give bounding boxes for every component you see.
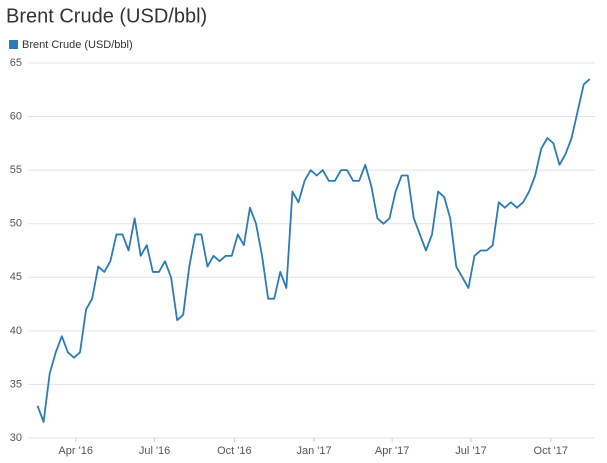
x-tick-label: Oct '16 — [217, 445, 252, 457]
legend-swatch — [9, 40, 18, 49]
y-tick-label: 55 — [10, 164, 22, 176]
y-tick-label: 50 — [10, 218, 22, 230]
x-tick-label: Jul '17 — [455, 445, 486, 457]
chart-title: Brent Crude (USD/bbl) — [6, 5, 207, 27]
x-tick-label: Apr '16 — [58, 445, 93, 457]
y-tick-label: 60 — [10, 110, 22, 122]
y-tick-label: 30 — [10, 432, 22, 444]
y-tick-label: 40 — [10, 325, 22, 337]
x-tick-label: Jan '17 — [297, 445, 332, 457]
series-line — [36, 78, 591, 423]
x-tick-label: Oct '17 — [534, 445, 569, 457]
legend-label: Brent Crude (USD/bbl) — [22, 39, 133, 51]
y-tick-label: 35 — [10, 378, 22, 390]
y-tick-label: 65 — [10, 57, 22, 69]
y-tick-label: 45 — [10, 271, 22, 283]
x-tick-label: Jul '16 — [139, 445, 170, 457]
x-tick-label: Apr '17 — [375, 445, 410, 457]
